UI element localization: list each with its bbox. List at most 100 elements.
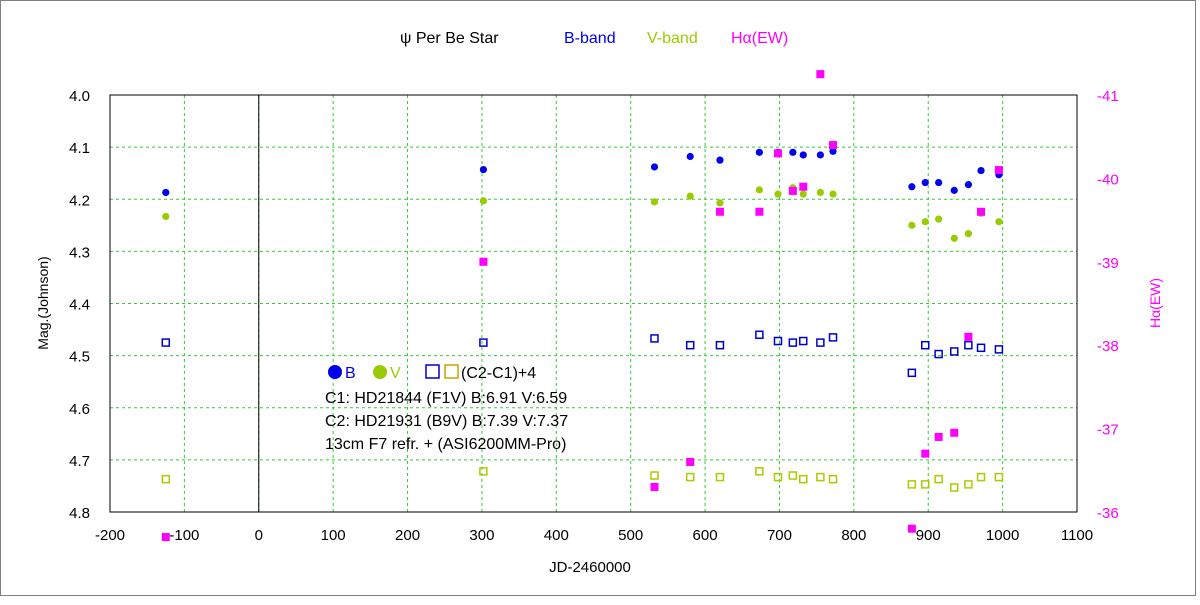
comp-b-point [788, 338, 798, 347]
b-band-point [755, 148, 763, 156]
v-band-point [479, 197, 488, 205]
v-band-point [686, 192, 694, 200]
v-band-point [162, 212, 170, 221]
key-b-marker [328, 365, 342, 379]
x-tick-label: -200 [95, 527, 125, 544]
y-tick-label: 4.2 [69, 192, 90, 209]
annotation-c1: C1: HD21844 (F1V) B:6.91 V:6.59 [325, 390, 567, 407]
y2-tick-label: -41 [1097, 88, 1119, 105]
comp-b-point [994, 345, 1004, 354]
b-band-point [479, 165, 488, 174]
y-tick-label: 4.6 [69, 401, 90, 418]
h-alpha-point [799, 182, 808, 191]
comp-b-point [755, 330, 764, 340]
comp-v-point [994, 472, 1004, 482]
key-c-label: (C2-C1)+4 [461, 365, 536, 382]
plot-border [109, 94, 1078, 513]
comp-v-point [921, 480, 930, 489]
h-alpha-point [773, 149, 782, 158]
b-band-point [829, 147, 837, 155]
legend-v-band: V-band [647, 30, 698, 47]
y-tick-label: 4.4 [69, 297, 90, 314]
v-band-point [950, 234, 958, 242]
comp-v-point [964, 480, 973, 489]
key-c-olive-marker [444, 364, 459, 379]
key-v-label: V [390, 365, 401, 382]
key-c-blue-marker [425, 364, 440, 379]
v-band-point [995, 218, 1003, 226]
b-band-point [789, 148, 797, 156]
y2-tick-label: -37 [1097, 422, 1119, 439]
comp-b-point [479, 338, 488, 347]
comp-v-point [788, 471, 798, 480]
y-tick-label: 4.1 [69, 140, 90, 157]
x-tick-label: 700 [767, 527, 792, 544]
y-tick-label: 4.5 [69, 349, 90, 366]
b-band-point [935, 178, 943, 187]
annotation-c2: C2: HD21931 (B9V) B:7.39 V:7.37 [325, 413, 568, 430]
h-alpha-point [161, 533, 170, 542]
comp-b-point [161, 338, 171, 347]
y-tick-label: 4.8 [69, 505, 90, 522]
b-band-point [977, 166, 985, 175]
y-axis-label: Mag.(Johnson) [35, 256, 51, 349]
comp-b-point [816, 338, 825, 347]
y-tick-label: 4.7 [69, 453, 90, 470]
h-alpha-point [479, 257, 488, 266]
x-tick-label: 1000 [986, 527, 1019, 544]
h-alpha-point [934, 432, 943, 441]
b-band-point [950, 186, 958, 194]
key-b-label: B [345, 365, 356, 382]
comp-v-point [161, 474, 171, 484]
x-tick-label: 300 [469, 527, 494, 544]
v-band-point [964, 230, 972, 238]
h-alpha-point [650, 482, 659, 491]
v-band-point [716, 199, 724, 207]
y2-tick-label: -38 [1097, 338, 1119, 355]
legend-b-band: B-band [564, 30, 616, 47]
b-band-point [921, 178, 929, 187]
h-alpha-point [907, 524, 916, 533]
h-alpha-point [829, 141, 838, 150]
comp-v-point [816, 472, 825, 482]
comp-v-point [907, 480, 917, 489]
b-band-point [816, 151, 824, 159]
v-band-point [935, 215, 943, 223]
x-tick-label: 200 [395, 527, 420, 544]
h-alpha-point [755, 207, 764, 216]
v-band-point [908, 221, 916, 229]
v-band-point [799, 190, 807, 198]
b-band-point [799, 151, 807, 159]
comp-v-point [755, 467, 764, 476]
x-tick-label: 400 [544, 527, 569, 544]
h-alpha-point [950, 428, 959, 437]
v-band-point [774, 190, 782, 198]
comp-v-point [773, 472, 783, 482]
chart-title: ψ Per Be Star [400, 30, 499, 47]
comp-b-point [964, 340, 973, 350]
comp-v-point [650, 471, 659, 480]
comp-b-point [907, 368, 917, 378]
h-alpha-point [921, 449, 930, 458]
x-axis-label: JD-2460000 [549, 559, 631, 576]
comp-v-point [976, 472, 986, 482]
comp-b-point [685, 340, 695, 350]
comp-v-point [950, 483, 959, 492]
v-band-point [816, 188, 824, 197]
b-band-point [686, 152, 694, 161]
x-tick-label: 500 [618, 527, 643, 544]
x-tick-label: 1100 [1061, 527, 1093, 544]
x-tick-label: -100 [169, 527, 199, 544]
x-tick-label: 800 [841, 527, 866, 544]
marks-layer [161, 70, 1004, 542]
h-alpha-point [816, 70, 825, 79]
comp-b-point [828, 333, 838, 342]
b-band-point [162, 188, 170, 197]
v-band-point [755, 186, 763, 194]
h-alpha-point [994, 166, 1003, 175]
x-tick-label: 900 [916, 527, 941, 544]
comp-b-point [799, 336, 808, 346]
